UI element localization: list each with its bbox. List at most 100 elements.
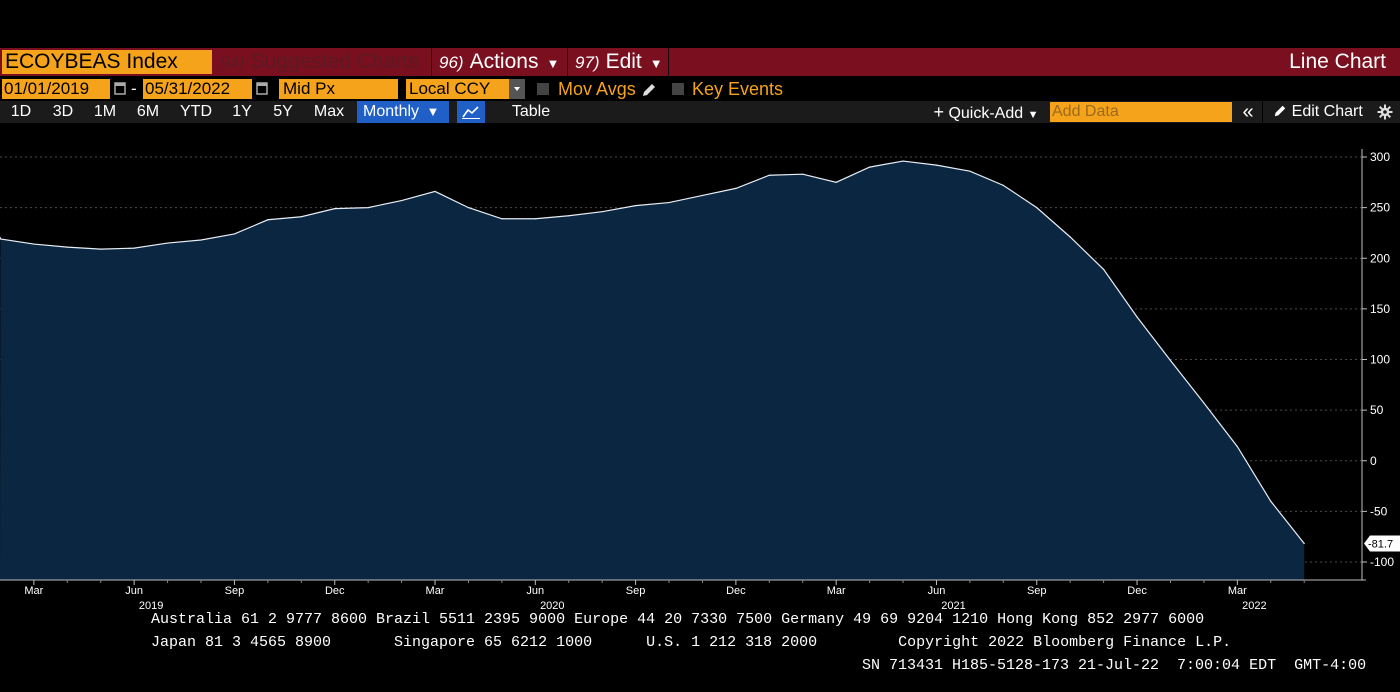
data-point xyxy=(200,239,202,241)
data-point xyxy=(735,187,737,189)
footer-contacts-line1: Australia 61 2 9777 8600 Brazil 5511 239… xyxy=(151,611,1205,628)
suggested-charts-menu[interactable]: 94) Suggested Charts xyxy=(214,48,432,76)
menu-label: Edit xyxy=(605,50,642,73)
security-ticker-field[interactable]: ECOYBEAS Index xyxy=(2,50,212,74)
dropdown-caret-icon: ▼ xyxy=(649,56,663,71)
data-point xyxy=(768,174,770,176)
data-point xyxy=(0,238,2,240)
data-point xyxy=(902,160,904,162)
start-date-field[interactable]: 01/01/2019 xyxy=(2,79,110,99)
data-point xyxy=(66,246,68,248)
menu-label: Suggested Charts xyxy=(250,50,419,73)
edit-chart-button[interactable]: Edit Chart xyxy=(1266,101,1370,123)
y-tick-label: 200 xyxy=(1370,251,1390,265)
mov-avgs-checkbox[interactable] xyxy=(537,83,549,95)
chart-settings-bar: 01/01/2019 - 05/31/2022 Mid Px Local CCY… xyxy=(0,77,1400,100)
calendar-icon[interactable] xyxy=(256,81,268,95)
end-date-field[interactable]: 05/31/2022 xyxy=(143,79,252,99)
table-view-button[interactable]: Table xyxy=(511,103,551,120)
data-point xyxy=(601,211,603,213)
data-point xyxy=(334,208,336,210)
x-tick-label: Mar xyxy=(24,585,43,597)
footer-contacts-line2: Japan 81 3 4565 8900 Singapore 65 6212 1… xyxy=(151,634,1232,651)
chevron-down-icon xyxy=(514,87,520,91)
y-tick-label: 50 xyxy=(1370,403,1384,417)
range-ytd-button[interactable]: YTD xyxy=(180,103,212,120)
currency-dropdown-button[interactable] xyxy=(509,79,525,99)
collapse-panel-button[interactable]: « xyxy=(1242,101,1254,123)
x-tick-label: Dec xyxy=(1127,585,1147,597)
data-point xyxy=(534,218,536,220)
frequency-label: Monthly xyxy=(363,103,420,120)
data-point xyxy=(1169,359,1172,362)
range-3d-button[interactable]: 3D xyxy=(52,103,74,120)
data-point xyxy=(1136,316,1138,318)
data-point xyxy=(33,243,35,245)
x-tick-label: Dec xyxy=(325,585,345,597)
range-1d-button[interactable]: 1D xyxy=(10,103,32,120)
y-tick-label: 250 xyxy=(1370,201,1390,215)
quick-add-label: Quick-Add xyxy=(948,105,1024,122)
menu-number: 96) xyxy=(439,53,464,72)
menu-number: 94) xyxy=(220,53,245,72)
data-point xyxy=(1203,402,1205,404)
data-point xyxy=(802,173,804,175)
data-point xyxy=(969,170,971,172)
data-point xyxy=(1236,445,1238,448)
x-year-label: 2019 xyxy=(139,600,163,612)
range-6m-button[interactable]: 6M xyxy=(136,103,160,120)
settings-gear-icon[interactable] xyxy=(1374,101,1396,123)
plus-icon: + xyxy=(933,102,944,122)
line-chart[interactable]: 300 250 200 150 100 50 0 -50 -100 Mar Jun 2019 Sep De… xyxy=(0,124,1400,614)
x-tick-label: Jun xyxy=(928,585,946,597)
currency-select[interactable]: Local CCY xyxy=(406,79,509,99)
line-chart-view-button[interactable] xyxy=(457,101,485,123)
data-point xyxy=(233,233,236,235)
toolbar-divider xyxy=(1262,101,1263,123)
dropdown-caret-icon: ▼ xyxy=(546,56,560,71)
actions-menu[interactable]: 96) Actions ▼ xyxy=(433,48,568,76)
x-tick-label: Dec xyxy=(726,585,746,597)
x-year-label: 2022 xyxy=(1242,600,1266,612)
data-point xyxy=(1303,542,1305,545)
pencil-icon[interactable] xyxy=(641,82,657,103)
line-chart-icon xyxy=(462,106,480,119)
mov-avgs-label: Mov Avgs xyxy=(558,79,636,99)
data-point xyxy=(166,242,169,244)
x-tick-label: Sep xyxy=(626,585,646,597)
last-value-label: -81.7 xyxy=(1368,538,1393,550)
menu-label: Actions xyxy=(469,50,539,73)
chart-type-title: Line Chart xyxy=(1289,50,1386,73)
key-events-label: Key Events xyxy=(692,79,784,99)
calendar-icon[interactable] xyxy=(114,81,126,95)
data-point xyxy=(133,247,135,249)
y-tick-label: 0 xyxy=(1370,454,1377,468)
x-tick-label: Jun xyxy=(526,585,544,597)
range-max-button[interactable]: Max xyxy=(313,103,345,120)
key-events-checkbox[interactable] xyxy=(672,83,684,95)
price-field-select[interactable]: Mid Px xyxy=(279,79,398,99)
y-tick-label: 150 xyxy=(1370,302,1390,316)
data-point xyxy=(668,201,670,204)
y-tick-label: -100 xyxy=(1370,555,1394,569)
range-toolbar: 1D 3D 1M 6M YTD 1Y 5Y Max Monthly ▼ Tabl… xyxy=(0,101,1400,123)
data-point xyxy=(100,248,102,250)
x-tick-label: Mar xyxy=(827,585,846,597)
range-1m-button[interactable]: 1M xyxy=(93,103,117,120)
x-tick-label: Jun xyxy=(125,585,143,597)
add-data-input[interactable]: Add Data xyxy=(1050,102,1232,122)
x-tick-label: Sep xyxy=(1027,585,1047,597)
range-1y-button[interactable]: 1Y xyxy=(232,103,252,120)
data-point xyxy=(568,215,570,217)
range-5y-button[interactable]: 5Y xyxy=(273,103,293,120)
footer-session-line: SN 713431 H185-5128-173 21-Jul-22 7:00:0… xyxy=(862,657,1367,674)
quick-add-button[interactable]: + Quick-Add ▼ xyxy=(926,101,1046,123)
data-point xyxy=(400,199,403,202)
data-point xyxy=(635,205,637,207)
edit-menu[interactable]: 97) Edit ▼ xyxy=(569,48,669,76)
frequency-dropdown[interactable]: Monthly ▼ xyxy=(357,101,449,123)
data-point xyxy=(300,216,302,218)
data-point xyxy=(1002,184,1004,186)
data-point xyxy=(467,207,470,209)
menu-number: 97) xyxy=(575,53,600,72)
